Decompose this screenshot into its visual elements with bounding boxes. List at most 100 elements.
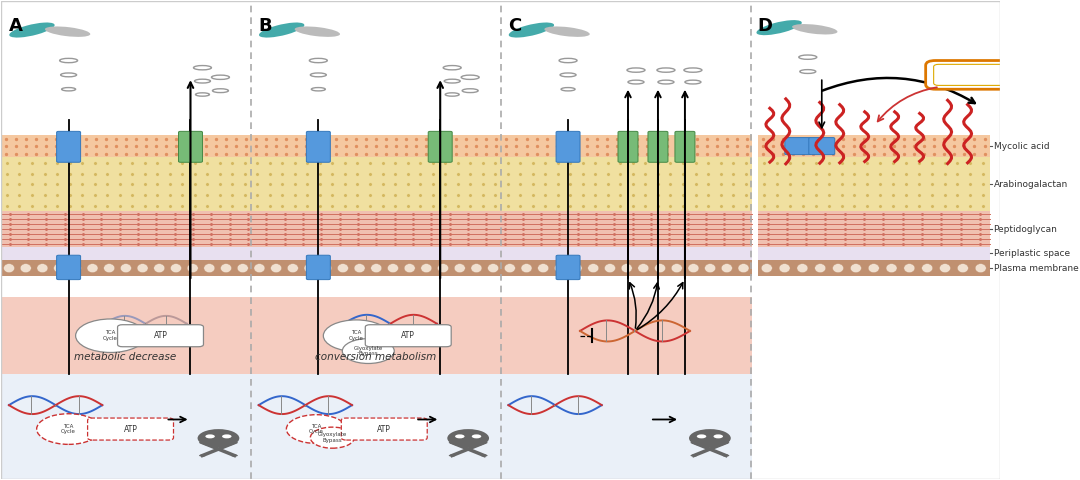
- Text: TCA
Cycle: TCA Cycle: [103, 330, 118, 341]
- Text: Glyoxylate
Bypass: Glyoxylate Bypass: [318, 432, 347, 443]
- Ellipse shape: [198, 429, 240, 447]
- Ellipse shape: [779, 264, 791, 273]
- Text: Arabinogalactan: Arabinogalactan: [994, 180, 1068, 189]
- FancyBboxPatch shape: [118, 324, 203, 347]
- Ellipse shape: [868, 264, 879, 273]
- Ellipse shape: [199, 455, 206, 456]
- Ellipse shape: [404, 264, 415, 273]
- Ellipse shape: [738, 264, 750, 273]
- Ellipse shape: [295, 26, 340, 37]
- Ellipse shape: [689, 429, 731, 447]
- FancyBboxPatch shape: [365, 324, 451, 347]
- Ellipse shape: [337, 264, 349, 273]
- Ellipse shape: [921, 264, 933, 273]
- Ellipse shape: [204, 264, 215, 273]
- Ellipse shape: [723, 442, 729, 444]
- Circle shape: [323, 320, 389, 351]
- Text: Plasma membrane: Plasma membrane: [994, 264, 1078, 273]
- Ellipse shape: [187, 264, 198, 273]
- Ellipse shape: [672, 264, 683, 273]
- Ellipse shape: [704, 264, 716, 273]
- Text: ATP: ATP: [402, 331, 415, 340]
- Ellipse shape: [797, 264, 808, 273]
- Ellipse shape: [455, 264, 465, 273]
- Ellipse shape: [605, 264, 616, 273]
- Text: ATP: ATP: [153, 331, 167, 340]
- Text: TCA
Cycle: TCA Cycle: [309, 424, 324, 434]
- Ellipse shape: [370, 264, 381, 273]
- Ellipse shape: [554, 264, 566, 273]
- FancyBboxPatch shape: [675, 132, 694, 162]
- Bar: [696, 440, 725, 445]
- Ellipse shape: [654, 264, 665, 273]
- Ellipse shape: [472, 434, 482, 438]
- Ellipse shape: [87, 264, 98, 273]
- Bar: [1, 298, 752, 374]
- Ellipse shape: [3, 264, 14, 273]
- Ellipse shape: [259, 23, 305, 37]
- Bar: [1, 157, 752, 211]
- Ellipse shape: [199, 442, 206, 444]
- Ellipse shape: [481, 442, 487, 444]
- Ellipse shape: [488, 264, 499, 273]
- FancyBboxPatch shape: [556, 255, 580, 280]
- Ellipse shape: [449, 455, 456, 456]
- Ellipse shape: [171, 264, 181, 273]
- Ellipse shape: [54, 264, 65, 273]
- Text: conversion metabolism: conversion metabolism: [314, 352, 436, 362]
- Ellipse shape: [975, 264, 986, 273]
- Bar: [1, 247, 752, 260]
- Text: A: A: [9, 17, 23, 36]
- Bar: [1, 260, 752, 276]
- FancyBboxPatch shape: [341, 418, 428, 440]
- Ellipse shape: [792, 24, 837, 35]
- Ellipse shape: [321, 264, 332, 273]
- Ellipse shape: [222, 434, 231, 438]
- Bar: [758, 260, 989, 276]
- FancyBboxPatch shape: [809, 138, 835, 155]
- Text: ATP: ATP: [377, 424, 391, 433]
- Ellipse shape: [833, 264, 843, 273]
- Ellipse shape: [220, 264, 231, 273]
- FancyBboxPatch shape: [307, 255, 330, 280]
- FancyBboxPatch shape: [428, 132, 453, 162]
- Bar: [454, 440, 483, 445]
- Bar: [1, 211, 752, 247]
- Ellipse shape: [538, 264, 549, 273]
- Ellipse shape: [850, 264, 862, 273]
- Ellipse shape: [153, 264, 165, 273]
- Ellipse shape: [421, 264, 432, 273]
- FancyBboxPatch shape: [785, 138, 811, 155]
- Ellipse shape: [690, 455, 698, 456]
- Ellipse shape: [449, 442, 456, 444]
- Ellipse shape: [271, 264, 282, 273]
- Ellipse shape: [455, 434, 464, 438]
- FancyBboxPatch shape: [56, 132, 81, 162]
- Ellipse shape: [886, 264, 897, 273]
- Ellipse shape: [638, 264, 649, 273]
- Bar: [1, 374, 752, 480]
- Circle shape: [342, 338, 394, 363]
- Text: C: C: [508, 17, 522, 36]
- FancyBboxPatch shape: [926, 60, 1034, 89]
- Ellipse shape: [509, 23, 554, 37]
- FancyBboxPatch shape: [307, 132, 330, 162]
- Bar: [758, 135, 989, 157]
- Ellipse shape: [471, 264, 482, 273]
- Bar: [1, 135, 752, 157]
- Ellipse shape: [714, 434, 723, 438]
- Ellipse shape: [303, 264, 315, 273]
- Text: Mycolic acid: Mycolic acid: [994, 142, 1049, 151]
- Ellipse shape: [354, 264, 365, 273]
- Ellipse shape: [756, 20, 801, 35]
- Circle shape: [310, 427, 354, 448]
- Ellipse shape: [721, 264, 732, 273]
- Text: Peptidoglycan: Peptidoglycan: [994, 225, 1057, 234]
- Ellipse shape: [447, 429, 489, 447]
- Ellipse shape: [287, 264, 298, 273]
- FancyBboxPatch shape: [618, 132, 638, 162]
- Ellipse shape: [688, 264, 699, 273]
- FancyBboxPatch shape: [87, 418, 174, 440]
- Ellipse shape: [723, 455, 729, 456]
- Bar: [758, 211, 989, 247]
